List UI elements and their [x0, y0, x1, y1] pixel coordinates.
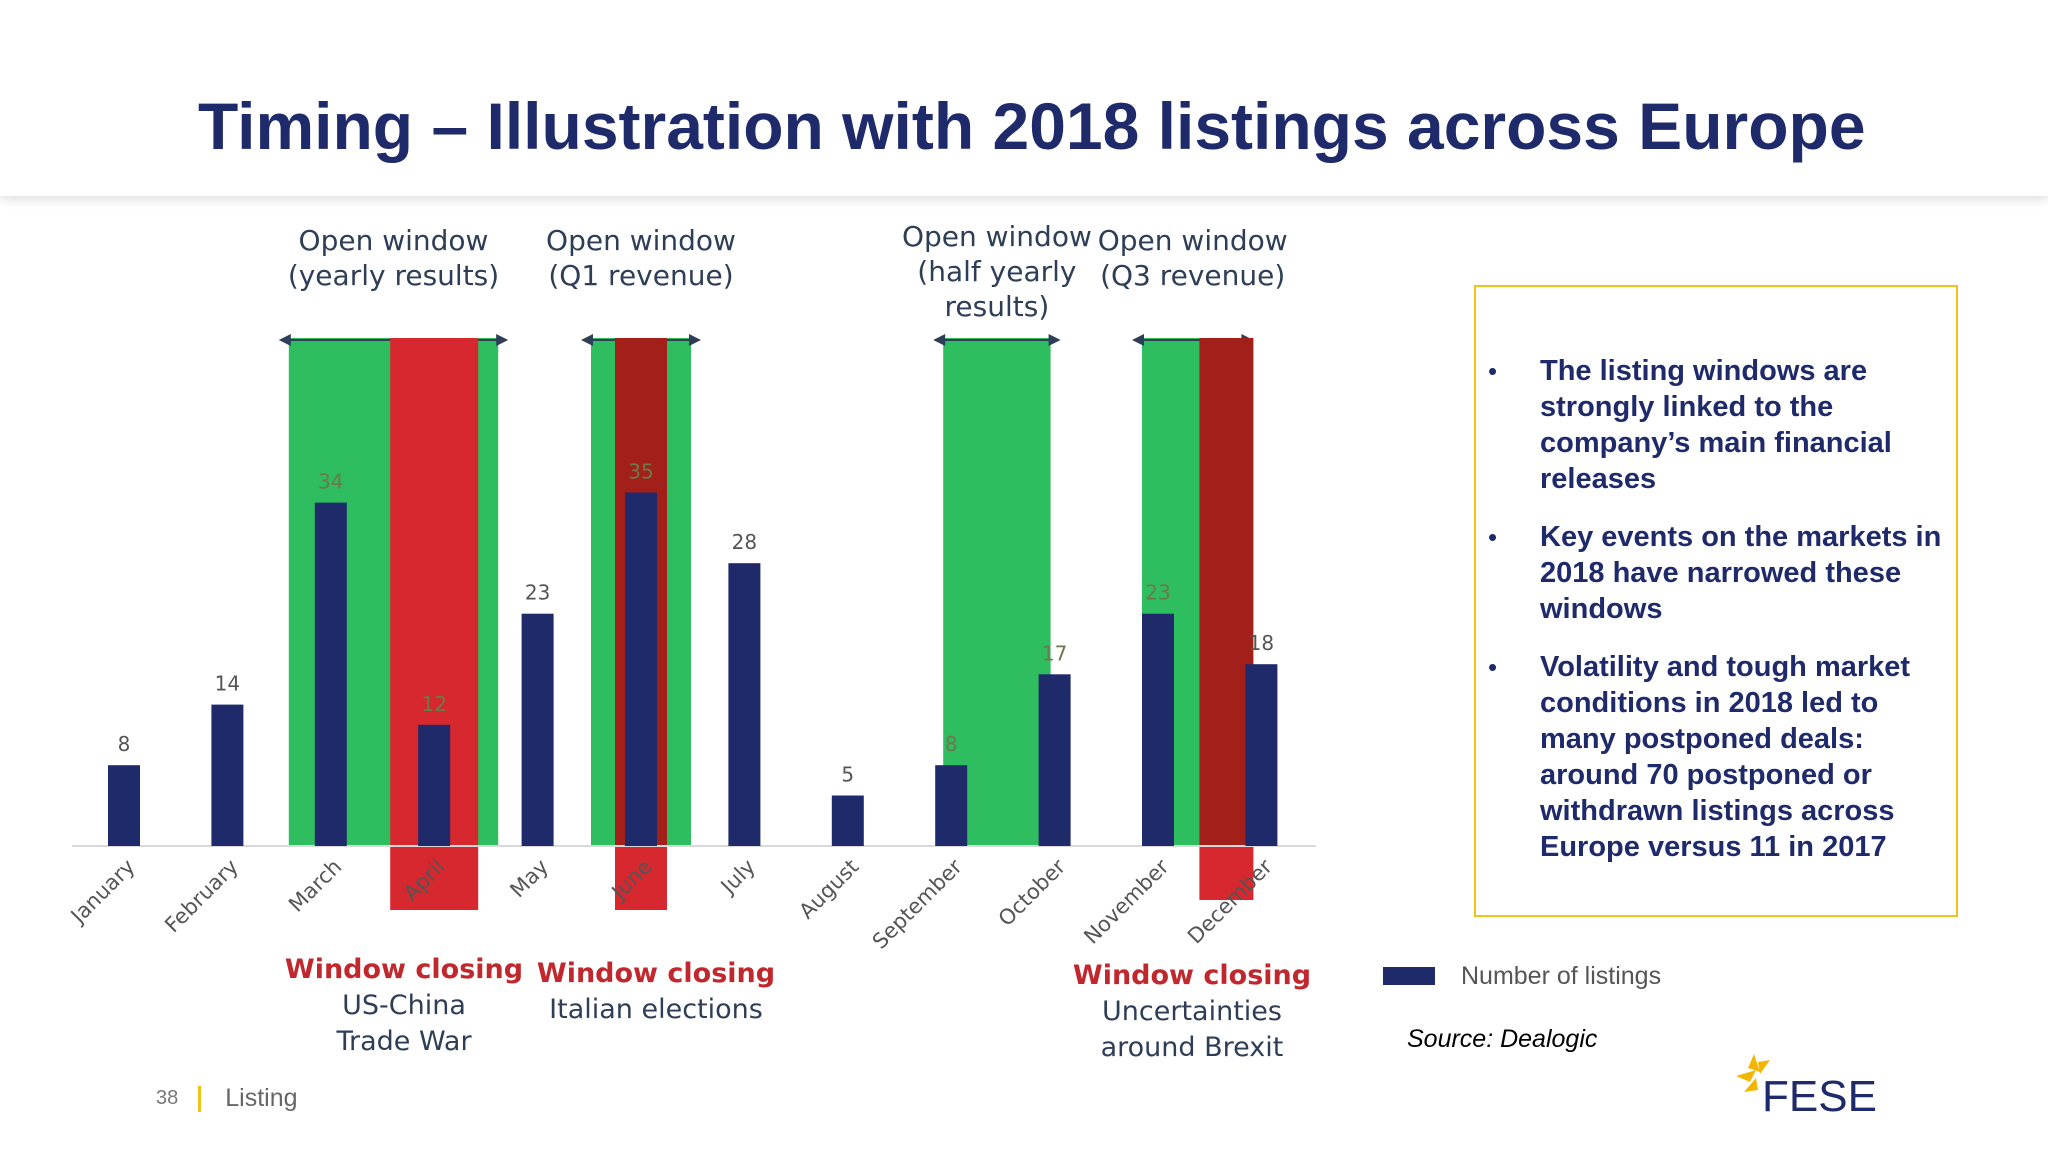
page-number: 38 [156, 1087, 179, 1109]
closing-window-detail: Italian elections [549, 994, 763, 1025]
star-icon [1736, 1054, 1770, 1092]
category-label: August [794, 855, 863, 924]
open-window-label: (half yearly [917, 255, 1076, 288]
category-label: November [1079, 854, 1173, 948]
logo-text: FESE [1762, 1072, 1877, 1118]
category-label: July [715, 855, 760, 900]
value-label: 12 [421, 692, 446, 716]
fese-logo: FESE [1736, 1054, 1877, 1118]
closing-window-title: Window closing [285, 954, 523, 985]
slide-title: Timing – Illustration with 2018 listings… [198, 89, 1866, 163]
info-bullet: • Key events on the markets in 2018 have … [1488, 519, 1954, 627]
open-window-label: Open window [299, 224, 489, 257]
legend-label: Number of listings [1461, 961, 1662, 990]
bar-august [831, 795, 864, 846]
value-label: 14 [215, 672, 240, 696]
closing-window-detail: Trade War [335, 1026, 472, 1057]
value-label: 8 [118, 732, 131, 756]
closing-window-detail: around Brexit [1101, 1032, 1284, 1063]
category-label: May [505, 855, 553, 903]
info-bullet-text: The listing windows are strongly linked … [1540, 355, 1892, 495]
value-label: 28 [732, 530, 757, 554]
closing-window-band [1199, 338, 1254, 846]
arrow-left-icon [1132, 334, 1144, 346]
open-window-label: results) [945, 290, 1050, 323]
bar-february [211, 704, 244, 846]
chart-legend: Number of listings [1383, 958, 1661, 994]
info-bullet-list: • The listing windows are strongly linked… [1488, 353, 1954, 887]
closing-window-extension [390, 846, 479, 910]
source-note: Source: Dealogic [1407, 1025, 1598, 1053]
value-label: 23 [525, 581, 550, 605]
open-window-band [943, 338, 1051, 846]
category-label: September [868, 854, 967, 953]
open-window-label: Open window [902, 220, 1092, 253]
value-label: 23 [1145, 581, 1170, 605]
bar-june [625, 492, 657, 846]
arrow-right-icon [689, 334, 701, 346]
value-label: 18 [1249, 631, 1274, 655]
bar-november [1142, 613, 1174, 846]
info-bullet: • Volatility and tough market conditions … [1488, 649, 1954, 865]
bar-may [521, 613, 554, 846]
value-label: 17 [1042, 641, 1067, 665]
bullet-icon: • [1488, 652, 1498, 682]
arrow-left-icon [581, 334, 593, 346]
closing-window-detail: Uncertainties [1102, 996, 1282, 1027]
bar-july [728, 563, 761, 846]
bullet-icon: • [1488, 522, 1498, 552]
arrow-right-icon [496, 334, 509, 346]
value-label: 35 [628, 460, 653, 484]
category-label: January [65, 855, 140, 930]
bar-march [314, 502, 347, 846]
info-bullet-text: Volatility and tough market conditions i… [1540, 651, 1911, 863]
open-window-label: Open window [546, 224, 736, 257]
closing-window-title: Window closing [537, 958, 775, 989]
closing-window-title: Window closing [1073, 960, 1311, 991]
listings-chart: Open window(yearly results)Open window(Q… [65, 220, 1316, 1063]
bar-september [935, 765, 968, 846]
footer-divider [198, 1085, 202, 1112]
bullet-icon: • [1488, 356, 1498, 386]
slide-footer: 38 Listing [156, 1084, 298, 1113]
bar-october [1038, 674, 1071, 846]
arrow-right-icon [1048, 334, 1061, 346]
info-bullet-text: Key events on the markets in 2018 have n… [1540, 521, 1942, 625]
bar-april [418, 724, 451, 846]
section-label: Listing [225, 1084, 298, 1112]
value-label: 34 [318, 470, 343, 494]
bar-december [1245, 664, 1278, 846]
open-window-label: (Q3 revenue) [1100, 259, 1285, 292]
arrow-left-icon [278, 334, 291, 346]
info-box: • The listing windows are strongly linked… [1474, 285, 1958, 917]
category-label: October [994, 854, 1071, 931]
open-window-label: (yearly results) [288, 259, 499, 292]
bar-january [108, 765, 140, 846]
info-bullet: • The listing windows are strongly linked… [1488, 353, 1954, 497]
value-label: 5 [841, 763, 854, 787]
category-label: February [160, 855, 243, 938]
closing-window-extension [1199, 846, 1254, 900]
closing-window-extension [615, 846, 667, 910]
arrow-left-icon [933, 334, 946, 346]
open-window-label: Open window [1098, 224, 1288, 257]
open-window-label: (Q1 revenue) [548, 259, 733, 292]
legend-swatch [1383, 967, 1435, 985]
category-label: March [284, 855, 346, 917]
slide-header: Timing – Illustration with 2018 listings… [0, 0, 2048, 196]
closing-window-detail: US-China [342, 990, 466, 1021]
value-label: 8 [945, 732, 958, 756]
